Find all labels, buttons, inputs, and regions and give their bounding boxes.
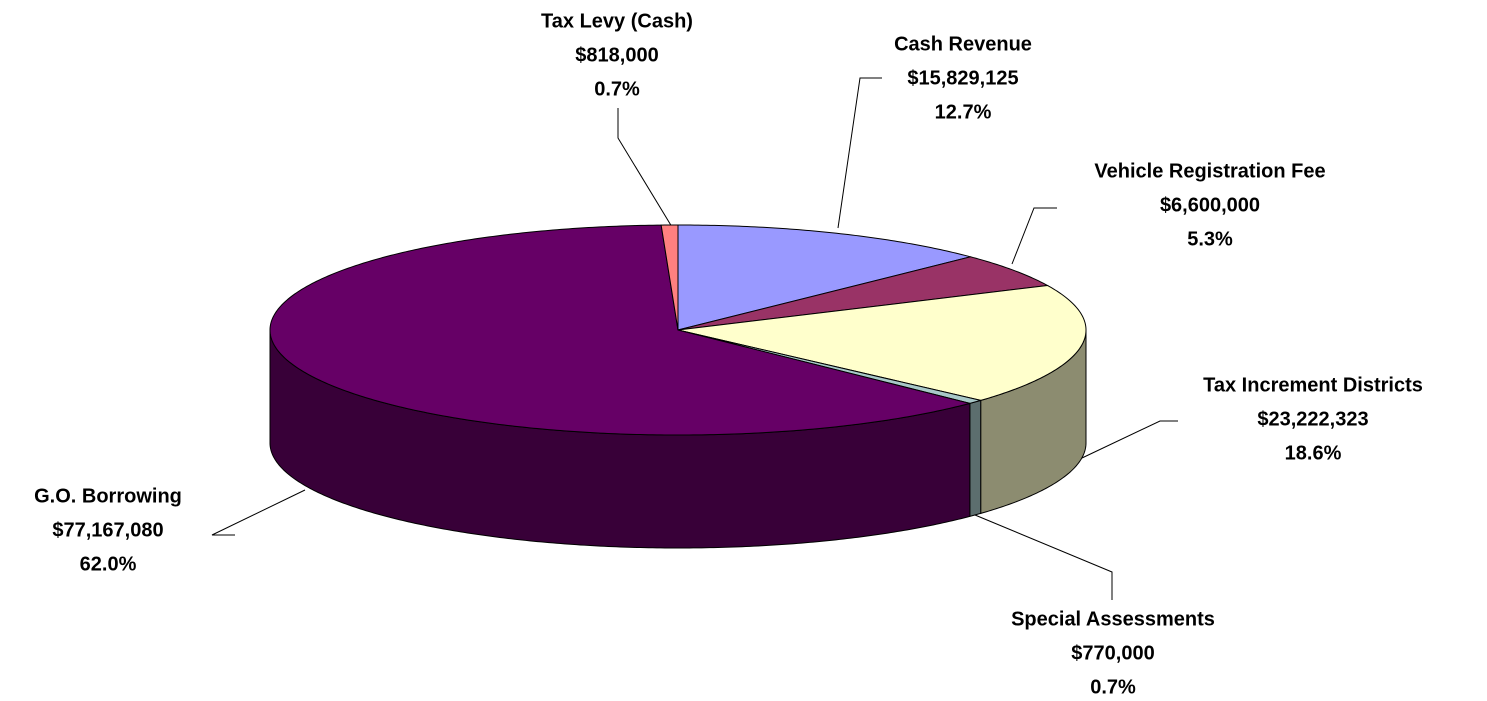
slice-share-label: 12.7% — [935, 101, 992, 123]
leader-line — [974, 514, 1113, 600]
slice — [677, 256, 1050, 331]
slice-label: Special Assessments — [1011, 608, 1215, 630]
leader-line — [211, 489, 306, 536]
leader-line — [1011, 207, 1057, 265]
slice-value-label: $15,829,125 — [907, 67, 1018, 89]
leader-lines — [211, 77, 1178, 600]
slice-side — [969, 399, 982, 518]
slice-label: Vehicle Registration Fee — [1094, 160, 1325, 182]
slice — [677, 224, 971, 331]
slice-label: Cash Revenue — [894, 33, 1032, 55]
slice-value-label: $818,000 — [575, 44, 658, 66]
slice-value-label: $23,222,323 — [1257, 408, 1368, 430]
leader-line — [1081, 420, 1178, 459]
slice-share-label: 62.0% — [80, 553, 137, 575]
slice-share-label: 0.7% — [1090, 676, 1136, 698]
slice-label: G.O. Borrowing — [34, 485, 182, 507]
leader-line — [617, 108, 673, 228]
slice-share-label: 5.3% — [1187, 228, 1233, 250]
slice — [660, 224, 679, 331]
slice-label: Tax Increment Districts — [1203, 374, 1423, 396]
slice-share-label: 18.6% — [1285, 442, 1342, 464]
slice — [677, 284, 1087, 401]
slice-label: Tax Levy (Cash) — [541, 10, 693, 32]
slice-value-label: $77,167,080 — [52, 519, 163, 541]
leader-line — [837, 77, 882, 229]
slice-share-label: 0.7% — [594, 78, 640, 100]
slice-value-label: $770,000 — [1071, 642, 1154, 664]
slice-value-label: $6,600,000 — [1160, 194, 1260, 216]
slice — [269, 224, 970, 436]
